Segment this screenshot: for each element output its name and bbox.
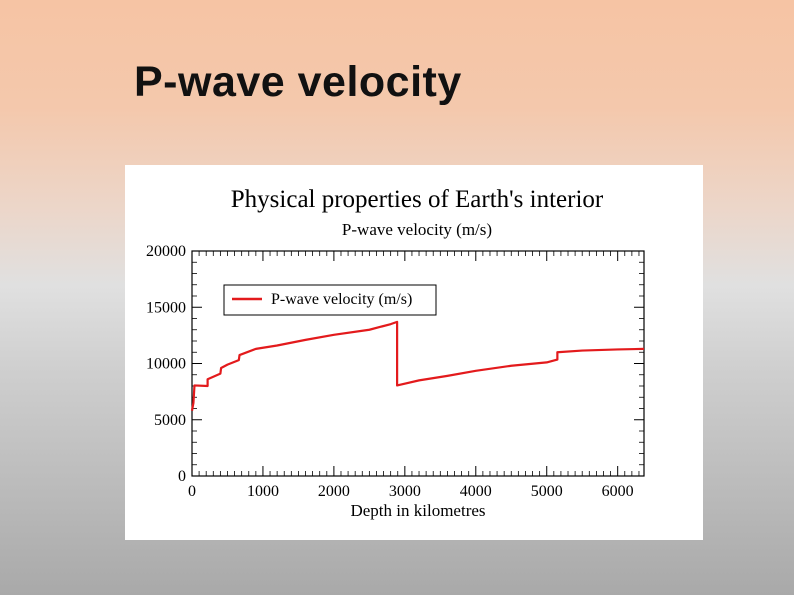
x-tick-label: 5000 [531, 483, 563, 500]
x-tick-label: 4000 [460, 483, 492, 500]
x-tick-label: 1000 [247, 483, 279, 500]
y-tick-label: 5000 [154, 412, 186, 429]
chart-title: Physical properties of Earth's interior [231, 186, 604, 213]
slide-title: P-wave velocity [134, 58, 462, 106]
axis-tick-labels: 0 1000 2000 3000 4000 5000 6000 0 5000 10000 15000… [146, 243, 634, 500]
chart-figure: Physical properties of Earth's interior … [125, 165, 703, 540]
y-tick-label: 20000 [146, 243, 186, 260]
chart-svg: Physical properties of Earth's interior … [146, 186, 645, 520]
y-tick-label: 0 [178, 468, 186, 485]
y-tick-label: 15000 [146, 299, 186, 316]
axis-ticks [191, 250, 644, 477]
legend-box [223, 284, 437, 316]
legend-label: P-wave velocity (m/s) [271, 291, 412, 308]
chart-subtitle: P-wave velocity (m/s) [342, 220, 492, 239]
series-line-p-wave-velocity [190, 320, 645, 411]
x-axis-label: Depth in kilometres [350, 501, 485, 520]
series-layer [190, 320, 645, 411]
x-tick-label: 2000 [318, 483, 350, 500]
y-tick-label: 10000 [146, 356, 186, 373]
x-tick-label: 0 [188, 483, 196, 500]
legend: P-wave velocity (m/s) [223, 284, 437, 316]
x-tick-label: 3000 [389, 483, 421, 500]
x-tick-label: 6000 [602, 483, 634, 500]
